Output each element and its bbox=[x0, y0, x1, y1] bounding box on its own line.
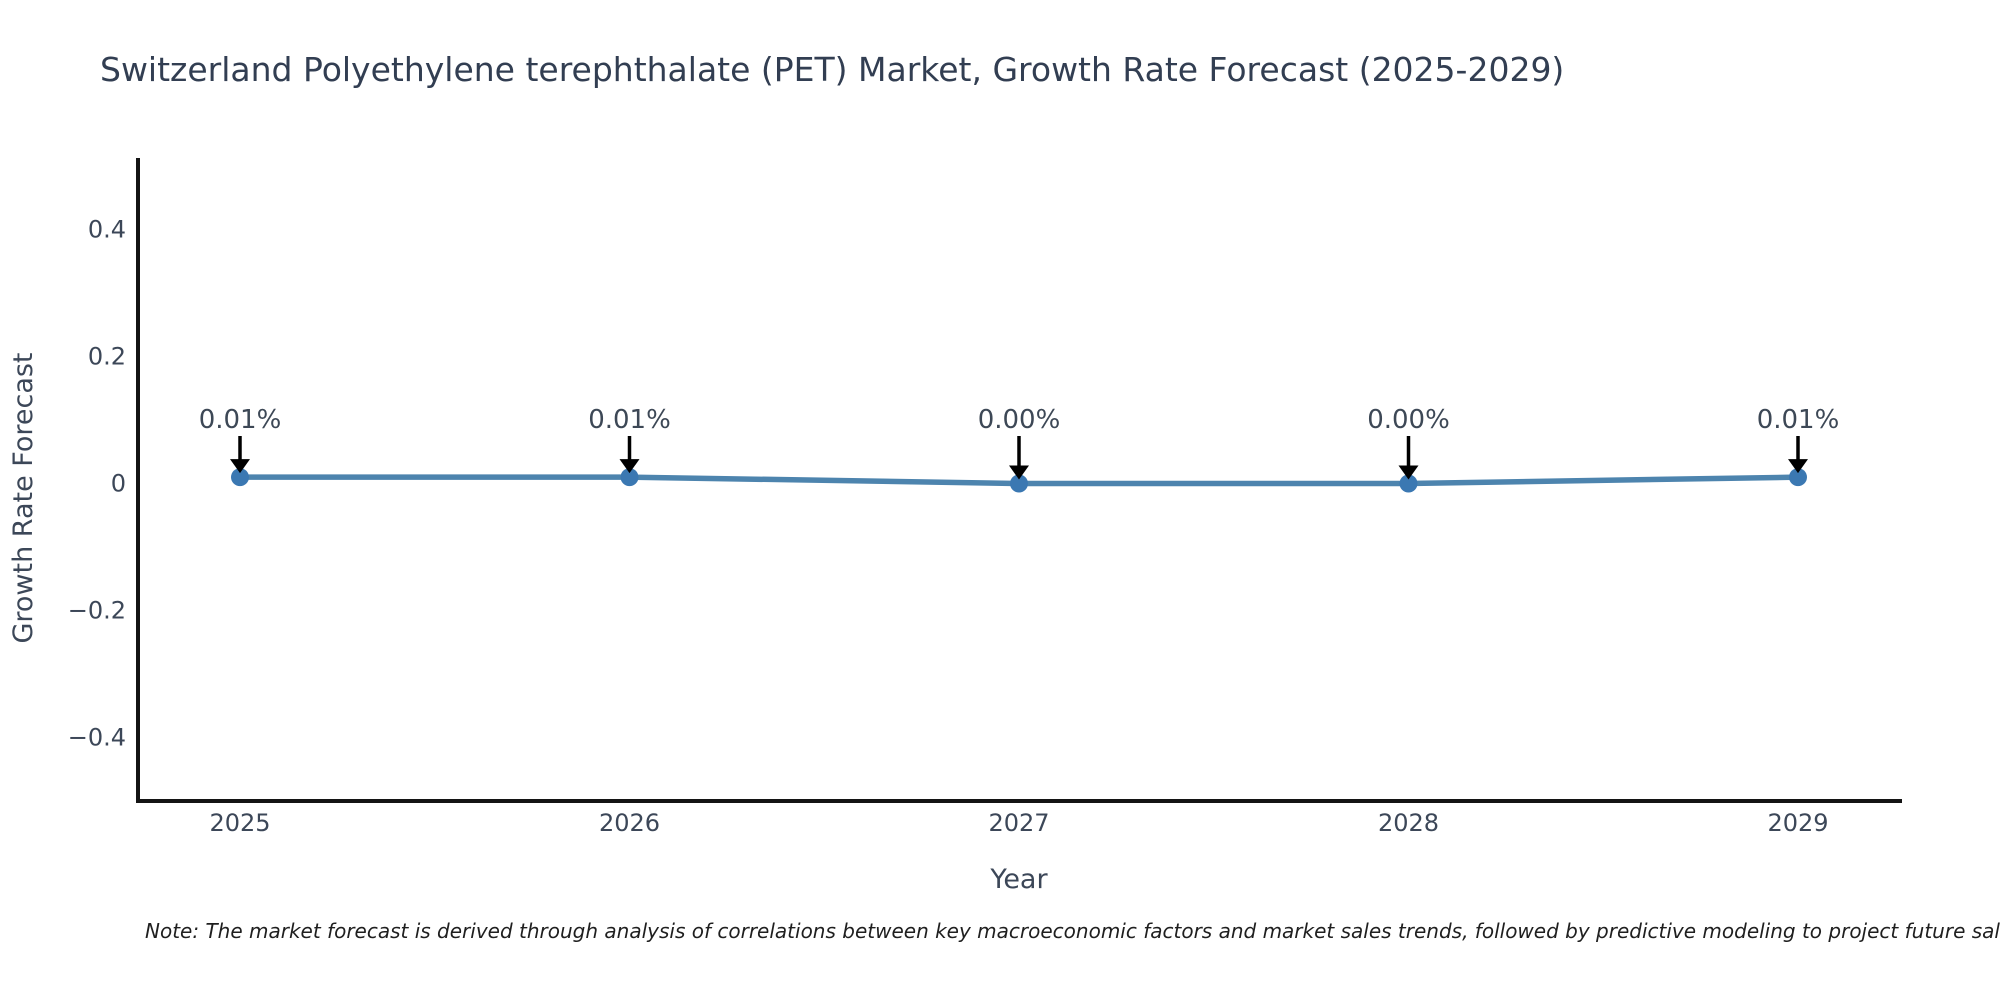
annotation-arrow-head bbox=[619, 459, 640, 474]
footnote: Note: The market forecast is derived thr… bbox=[145, 919, 2000, 943]
chart-title: Switzerland Polyethylene terephthalate (… bbox=[100, 50, 1565, 89]
x-tick-label: 2026 bbox=[599, 809, 660, 837]
point-annotation: 0.01% bbox=[199, 405, 282, 435]
annotation-arrow-head bbox=[1398, 465, 1419, 480]
point-annotation: 0.01% bbox=[1757, 405, 1840, 435]
point-annotation: 0.00% bbox=[1367, 405, 1450, 435]
x-tick-label: 2027 bbox=[988, 809, 1049, 837]
x-tick-label: 2028 bbox=[1378, 809, 1439, 837]
annotation-arrow-head bbox=[1788, 459, 1808, 474]
point-annotation: 0.01% bbox=[588, 405, 671, 435]
y-tick-label: 0 bbox=[111, 470, 126, 498]
x-tick-label: 2029 bbox=[1767, 809, 1828, 837]
point-annotation: 0.00% bbox=[978, 405, 1061, 435]
y-tick-label: 0.2 bbox=[88, 343, 126, 371]
annotation-arrow-head bbox=[1009, 465, 1029, 480]
data-point-marker bbox=[1010, 474, 1028, 493]
y-tick-label: −0.2 bbox=[68, 597, 126, 625]
y-tick-label: 0.4 bbox=[88, 216, 126, 244]
data-point-marker bbox=[1399, 474, 1418, 493]
annotation-arrow-head bbox=[230, 459, 250, 474]
x-axis-label: Year bbox=[990, 864, 1048, 895]
axis-spines bbox=[136, 158, 1902, 803]
data-point-marker bbox=[620, 468, 639, 487]
data-point-marker bbox=[1789, 468, 1807, 487]
x-tick-label: 2025 bbox=[209, 809, 270, 837]
data-point-marker bbox=[231, 468, 249, 487]
y-tick-label: −0.4 bbox=[68, 724, 126, 752]
